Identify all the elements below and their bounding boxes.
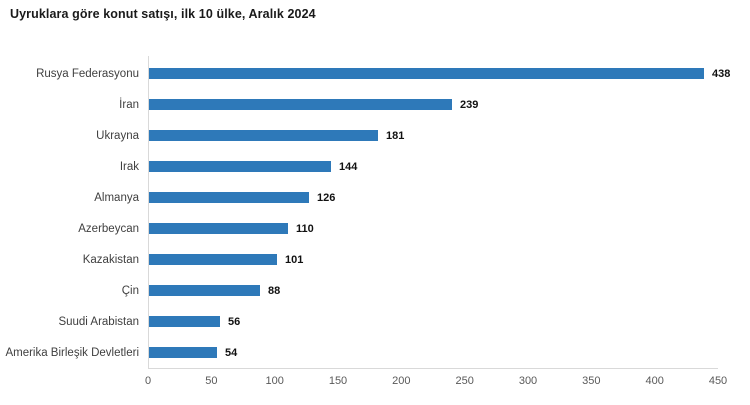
category-label: Almanya: [94, 191, 139, 204]
x-tick-label: 250: [455, 375, 474, 387]
x-tick-label: 50: [205, 375, 218, 387]
bar: [149, 223, 288, 234]
x-tick-label: 400: [645, 375, 664, 387]
x-tick-label: 0: [144, 375, 152, 387]
category-label: Kazakistan: [82, 253, 139, 266]
category-label: Rusya Federasyonu: [36, 67, 139, 80]
bar: [149, 99, 452, 110]
x-tick-label: 450: [708, 375, 728, 387]
value-label: 56: [228, 315, 241, 328]
category-label: Çin: [121, 284, 139, 297]
bar: [149, 161, 331, 172]
category-label: İran: [119, 98, 139, 111]
category-label: Suudi Arabistan: [58, 315, 139, 328]
x-tick-label: 350: [582, 375, 601, 387]
value-label: 181: [386, 129, 405, 142]
x-tick-label: 150: [328, 375, 348, 387]
category-label: Azerbeycan: [78, 222, 139, 235]
bar: [149, 68, 704, 79]
y-axis-line: [148, 56, 149, 368]
value-label: 101: [285, 253, 304, 266]
bar: [149, 347, 217, 358]
bar: [149, 254, 277, 265]
value-label: 239: [460, 98, 479, 111]
category-label: Ukrayna: [96, 129, 139, 142]
value-label: 88: [268, 284, 281, 297]
value-label: 126: [317, 191, 336, 204]
x-tick-label: 200: [392, 375, 411, 387]
value-label: 54: [225, 346, 238, 359]
bar: [149, 130, 378, 141]
bar: [149, 192, 309, 203]
chart-title: Uyruklara göre konut satışı, ilk 10 ülke…: [10, 7, 316, 21]
x-axis-line: [148, 368, 718, 369]
category-label: Irak: [119, 160, 139, 173]
x-tick-label: 300: [518, 375, 538, 387]
value-label: 110: [296, 222, 314, 235]
bar: [149, 285, 260, 296]
value-label: 144: [339, 160, 358, 173]
x-tick-label: 100: [265, 375, 284, 387]
category-label: Amerika Birleşik Devletleri: [5, 346, 139, 359]
bar: [149, 316, 220, 327]
value-label: 438: [712, 67, 731, 80]
